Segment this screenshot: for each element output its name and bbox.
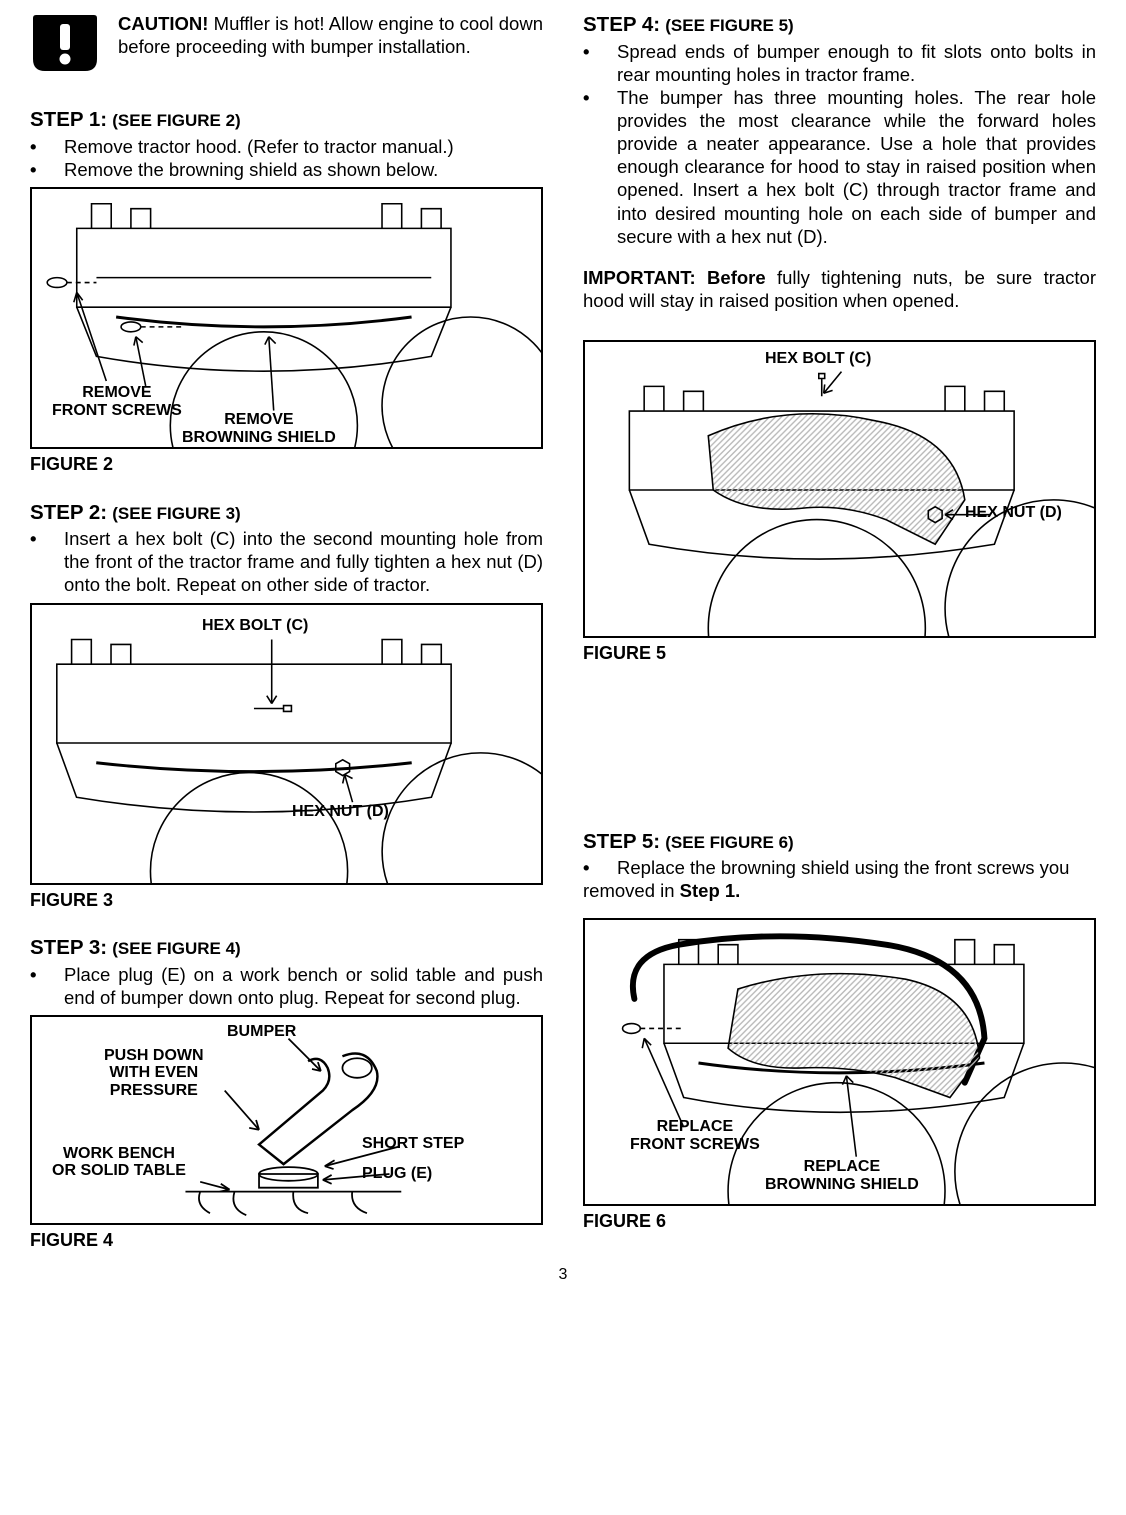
figure-6-box: REPLACEFRONT SCREWS REPLACEBROWNING SHIE… (583, 918, 1096, 1206)
step4-list: •Spread ends of bumper enough to fit slo… (583, 40, 1096, 248)
step2-heading: STEP 2: (SEE FIGURE 3) (30, 500, 543, 526)
list-item: •Place plug (E) on a work bench or solid… (30, 963, 543, 1009)
step4-sub: (SEE FIGURE 5) (665, 16, 793, 35)
page-number: 3 (30, 1265, 1096, 1285)
step5-trail-bold: Step 1. (680, 880, 741, 901)
caution-icon (30, 12, 100, 79)
list-item: •Remove tractor hood. (Refer to tractor … (30, 135, 543, 158)
fig4-label-a: BUMPER (227, 1023, 296, 1041)
fig4-label-e: PLUG (E) (362, 1165, 432, 1183)
caution-block: CAUTION! Muffler is hot! Allow engine to… (30, 12, 543, 79)
step5-heading: STEP 5: (SEE FIGURE 6) (583, 829, 1096, 855)
step3-title: STEP 3: (30, 936, 107, 959)
caution-text: CAUTION! Muffler is hot! Allow engine to… (118, 12, 543, 58)
step1-heading: STEP 1: (SEE FIGURE 2) (30, 107, 543, 133)
step3-sub: (SEE FIGURE 4) (112, 939, 240, 958)
right-column: STEP 4: (SEE FIGURE 5) •Spread ends of b… (583, 12, 1096, 1251)
step1-sub: (SEE FIGURE 2) (112, 111, 240, 130)
step3-list: •Place plug (E) on a work bench or solid… (30, 963, 543, 1009)
figure-4-caption: FIGURE 4 (30, 1229, 543, 1252)
step2-list: •Insert a hex bolt (C) into the second m… (30, 527, 543, 596)
figure-3-caption: FIGURE 3 (30, 889, 543, 912)
figure-3-box: HEX BOLT (C) HEX NUT (D) (30, 603, 543, 885)
step1-list: •Remove tractor hood. (Refer to tractor … (30, 135, 543, 181)
figure-4-box: BUMPER PUSH DOWNWITH EVENPRESSURE WORK B… (30, 1015, 543, 1225)
step3-heading: STEP 3: (SEE FIGURE 4) (30, 935, 543, 961)
fig3-label-a: HEX BOLT (C) (202, 617, 308, 635)
list-item: •Remove the browning shield as shown bel… (30, 158, 543, 181)
step2-title: STEP 2: (30, 501, 107, 524)
figure-2-box: REMOVEFRONT SCREWS REMOVEBROWNING SHIELD (30, 187, 543, 449)
left-column: CAUTION! Muffler is hot! Allow engine to… (30, 12, 543, 1251)
figure-6-caption: FIGURE 6 (583, 1210, 1096, 1233)
important-label: IMPORTANT: Before (583, 267, 766, 288)
fig6-label-b: REPLACEBROWNING SHIELD (765, 1158, 919, 1193)
fig4-label-b: PUSH DOWNWITH EVENPRESSURE (104, 1047, 204, 1100)
step5-trail-prefix: removed in (583, 880, 680, 901)
fig3-label-b: HEX NUT (D) (292, 803, 389, 821)
step5-trail: removed in Step 1. (583, 879, 1096, 902)
step5-list: •Replace the browning shield using the f… (583, 856, 1096, 879)
step4-title: STEP 4: (583, 13, 660, 36)
important-block: IMPORTANT: Before fully tightening nuts,… (583, 266, 1096, 312)
step2-sub: (SEE FIGURE 3) (112, 504, 240, 523)
figure-3-svg (32, 605, 541, 883)
fig4-label-c: WORK BENCHOR SOLID TABLE (52, 1145, 186, 1180)
fig5-label-a: HEX BOLT (C) (765, 350, 871, 368)
list-item: •The bumper has three mounting holes. Th… (583, 86, 1096, 248)
list-item: •Spread ends of bumper enough to fit slo… (583, 40, 1096, 86)
figure-2-caption: FIGURE 2 (30, 453, 543, 476)
fig2-label-b: REMOVEBROWNING SHIELD (182, 411, 336, 446)
fig5-label-b: HEX NUT (D) (965, 504, 1062, 522)
list-item: •Insert a hex bolt (C) into the second m… (30, 527, 543, 596)
step5-sub: (SEE FIGURE 6) (665, 833, 793, 852)
caution-label: CAUTION! (118, 13, 208, 34)
fig6-label-a: REPLACEFRONT SCREWS (630, 1118, 760, 1153)
figure-5-box: HEX BOLT (C) HEX NUT (D) (583, 340, 1096, 638)
step5-title: STEP 5: (583, 830, 660, 853)
fig4-label-d: SHORT STEP (362, 1135, 464, 1153)
fig2-label-a: REMOVEFRONT SCREWS (52, 384, 182, 419)
figure-5-svg (585, 342, 1094, 636)
list-item: •Replace the browning shield using the f… (583, 856, 1096, 879)
figure-5-caption: FIGURE 5 (583, 642, 1096, 665)
step4-heading: STEP 4: (SEE FIGURE 5) (583, 12, 1096, 38)
step1-title: STEP 1: (30, 108, 107, 131)
